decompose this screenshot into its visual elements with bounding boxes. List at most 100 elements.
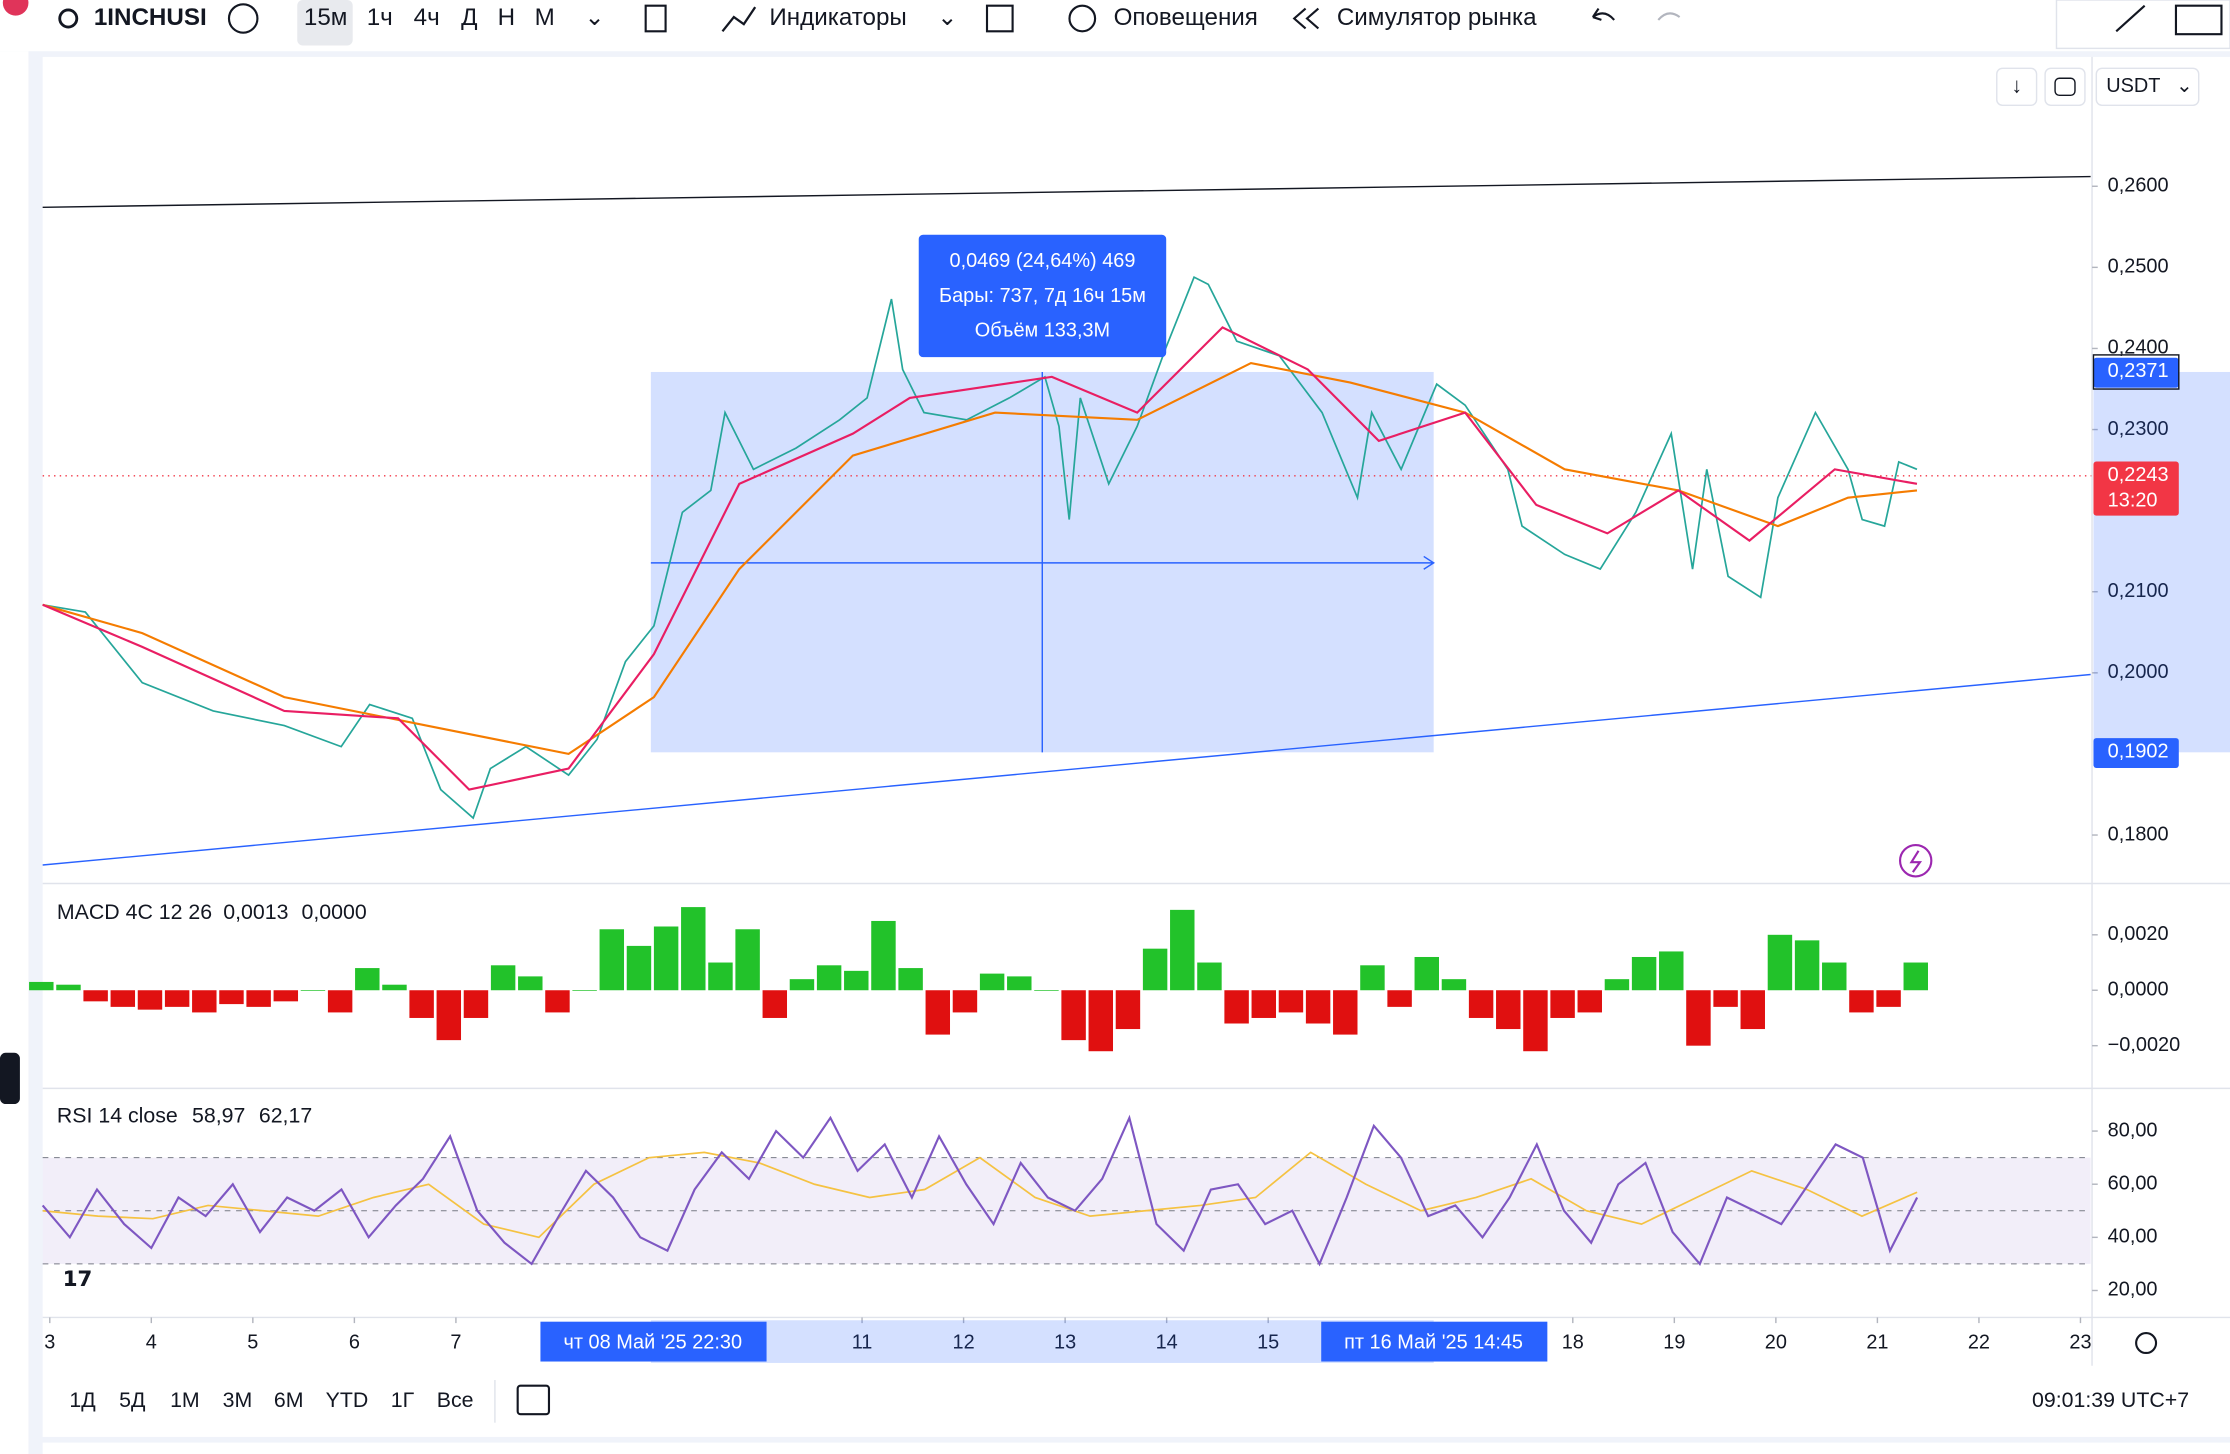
rsi-line — [41, 1114, 1919, 1267]
redo[interactable] — [1657, 12, 1681, 21]
moving-average — [42, 326, 1918, 791]
macd-bar — [1333, 990, 1358, 1035]
macd-bar — [1631, 956, 1657, 991]
search-icon[interactable] — [58, 8, 79, 29]
macd-bar — [1197, 962, 1222, 991]
chart-type-icon[interactable] — [644, 4, 667, 33]
macd-bar — [1523, 990, 1548, 1052]
bottom-bar — [42, 1371, 2230, 1437]
range-button[interactable]: 1Г — [391, 1388, 415, 1412]
macd-bar — [300, 990, 326, 991]
macd-bar — [1414, 956, 1439, 991]
interval[interactable]: 4ч — [414, 4, 440, 31]
lightning-icon[interactable] — [1898, 844, 1933, 878]
end-date-badge — [1321, 1321, 1548, 1362]
indicators-more[interactable]: ⌄ — [937, 4, 957, 31]
logo: 𝟭𝟳 — [63, 1267, 93, 1291]
macd-bar — [925, 990, 951, 1035]
indicators[interactable]: Индикаторы — [769, 4, 906, 31]
scroll-icon[interactable]: ↓ — [2011, 73, 2022, 97]
auto-button[interactable] — [2044, 67, 2086, 106]
alerts-icon[interactable] — [1068, 4, 1097, 33]
x-tick-label: 21 — [1866, 1331, 1888, 1353]
range-button[interactable]: 1М — [170, 1388, 200, 1412]
alerts[interactable]: Оповещения — [1114, 4, 1258, 31]
interval[interactable]: 1ч — [367, 4, 393, 31]
replay[interactable]: Симулятор рынка — [1337, 4, 1537, 31]
price-badge — [2093, 357, 2179, 388]
interval[interactable]: Д — [461, 4, 477, 31]
currency[interactable]: USDT — [2106, 75, 2160, 97]
macd-bar — [653, 926, 679, 991]
range-button[interactable]: 6М — [274, 1388, 304, 1412]
x-tick-label: 4 — [146, 1331, 157, 1353]
interval-active — [297, 0, 353, 46]
interval-more[interactable]: ⌄ — [585, 4, 605, 31]
rsi-title: RSI 14 close — [57, 1103, 178, 1127]
macd-bar — [735, 929, 760, 991]
range-button[interactable]: 3М — [223, 1388, 253, 1412]
macd-bar — [1577, 990, 1602, 1013]
goto-date[interactable] — [516, 1384, 551, 1416]
macd-bar — [83, 990, 108, 1002]
indicators-icon[interactable] — [721, 6, 757, 33]
macd-bar — [545, 990, 570, 1013]
macd-bar — [463, 990, 489, 1018]
macd-bar — [1740, 990, 1765, 1030]
macd-bar — [164, 990, 190, 1007]
undo[interactable] — [1591, 7, 1615, 21]
currency-more[interactable]: ⌄ — [2176, 75, 2193, 97]
macd-bar — [1713, 990, 1738, 1007]
x-tick-label: 15 — [1257, 1331, 1279, 1353]
y-tick-label: 0,2100 — [2108, 580, 2169, 602]
macd-bar — [1550, 990, 1575, 1018]
range-button[interactable]: 5Д — [119, 1388, 146, 1412]
range-button[interactable]: 1Д — [69, 1388, 96, 1412]
layouts-icon[interactable] — [985, 4, 1014, 33]
draw-icons[interactable] — [2115, 4, 2223, 36]
macd-bar — [1441, 979, 1467, 991]
macd-bar — [1305, 990, 1331, 1024]
top-toolbar — [0, 0, 2230, 52]
macd-bar — [1224, 990, 1249, 1024]
macd-bar — [409, 990, 434, 1018]
symbol[interactable]: 1INCHUSI — [94, 4, 207, 31]
auto-icon[interactable] — [2054, 77, 2076, 97]
macd-bar — [789, 979, 815, 991]
x-tick-label: 6 — [349, 1331, 360, 1353]
x-tick-label: 5 — [247, 1331, 258, 1353]
macd-bar — [1496, 990, 1521, 1030]
start-date-badge — [540, 1321, 767, 1362]
macd-bar — [708, 962, 733, 991]
interval[interactable]: М — [535, 4, 555, 31]
macd-bar — [1604, 979, 1630, 991]
price-badge-label: 0,2243 — [2108, 464, 2169, 486]
interval[interactable]: 15м — [304, 4, 348, 31]
trend-line — [42, 175, 2091, 208]
y-tick-label: 0,0020 — [2108, 923, 2169, 945]
compare-icon[interactable] — [227, 3, 259, 34]
replay-icon[interactable] — [1292, 7, 1320, 30]
scroll-button[interactable] — [1996, 67, 2038, 106]
badge-outline — [2092, 354, 2180, 390]
range-button[interactable]: Все — [437, 1388, 474, 1412]
interval[interactable]: Н — [498, 4, 515, 31]
y-tick-label: 0,2600 — [2108, 175, 2169, 197]
y-tick-label: 40,00 — [2108, 1226, 2158, 1248]
range-info — [918, 234, 1167, 358]
macd-bar — [979, 973, 1005, 991]
macd-bar — [844, 970, 869, 991]
left-tool-active[interactable] — [0, 1052, 20, 1105]
settings-icon[interactable] — [2135, 1332, 2158, 1355]
rsi-value: 58,97 — [192, 1103, 245, 1127]
price-line — [42, 275, 1918, 820]
x-tick-label: 13 — [1054, 1331, 1076, 1353]
x-tick-label: 12 — [953, 1331, 975, 1353]
macd-bar — [1278, 990, 1304, 1013]
range-button[interactable]: YTD — [326, 1388, 369, 1412]
macd-bar — [1767, 934, 1793, 991]
macd-bar — [518, 976, 543, 991]
clock: 09:01:39 UTC+7 — [2032, 1388, 2189, 1412]
range-info-line: 0,0469 (24,64%) 469 — [950, 250, 1136, 272]
currency-button[interactable] — [2095, 67, 2200, 106]
